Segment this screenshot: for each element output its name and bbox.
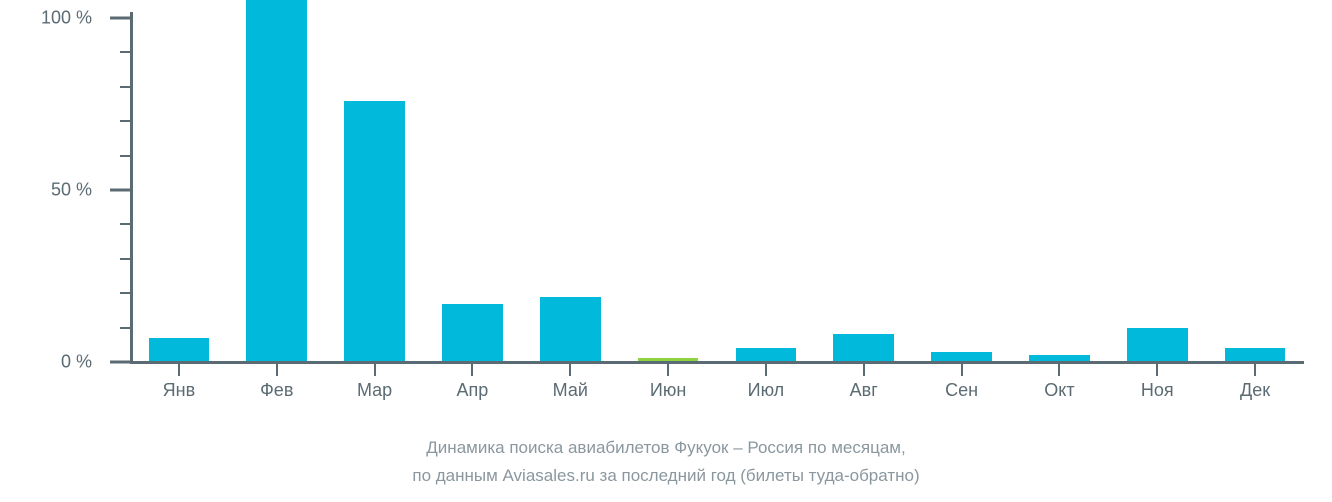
bar	[931, 352, 992, 361]
y-tick-minor	[120, 120, 130, 122]
x-tick	[178, 364, 180, 376]
x-axis-label: Мар	[357, 380, 392, 401]
x-axis-label: Янв	[163, 380, 196, 401]
y-tick-major	[110, 361, 130, 364]
x-axis-label: Сен	[945, 380, 978, 401]
bar	[833, 334, 894, 361]
x-tick	[961, 364, 963, 376]
x-tick	[276, 364, 278, 376]
bar	[736, 348, 797, 361]
bar	[1127, 328, 1188, 361]
y-tick-minor	[120, 155, 130, 157]
y-tick-minor	[120, 327, 130, 329]
y-tick-minor	[120, 292, 130, 294]
x-tick	[1058, 364, 1060, 376]
x-tick	[374, 364, 376, 376]
y-tick-minor	[120, 223, 130, 225]
x-axis-label: Фев	[260, 380, 293, 401]
x-axis-label: Май	[553, 380, 588, 401]
x-tick	[863, 364, 865, 376]
y-axis-label: 50 %	[22, 180, 92, 201]
x-tick	[1254, 364, 1256, 376]
x-axis-label: Июл	[748, 380, 785, 401]
x-tick	[765, 364, 767, 376]
bar	[246, 0, 307, 361]
bar	[638, 358, 699, 361]
y-tick-major	[110, 189, 130, 192]
chart-caption-line2: по данным Aviasales.ru за последний год …	[0, 466, 1332, 486]
x-axis-label: Окт	[1044, 380, 1074, 401]
x-axis-label: Авг	[850, 380, 878, 401]
y-tick-minor	[120, 51, 130, 53]
x-tick	[569, 364, 571, 376]
bar	[1029, 355, 1090, 361]
x-axis-label: Июн	[650, 380, 686, 401]
bar	[344, 101, 405, 361]
x-tick	[471, 364, 473, 376]
y-axis-label: 100 %	[22, 8, 92, 29]
x-axis-label: Апр	[457, 380, 489, 401]
x-axis-label: Ноя	[1141, 380, 1174, 401]
y-axis-line	[130, 12, 133, 362]
bar	[149, 338, 210, 361]
y-tick-minor	[120, 86, 130, 88]
bar	[540, 297, 601, 361]
x-axis-label: Дек	[1240, 380, 1270, 401]
x-tick	[667, 364, 669, 376]
y-axis-label: 0 %	[22, 352, 92, 373]
chart-container: 0 % 50 % 100 % Янв Фев Мар Апр Май Июн Июл Авг Сен…	[0, 0, 1332, 502]
x-tick	[1156, 364, 1158, 376]
bar	[1225, 348, 1286, 361]
y-tick-minor	[120, 258, 130, 260]
chart-caption-line1: Динамика поиска авиабилетов Фукуок – Рос…	[0, 438, 1332, 458]
y-tick-major	[110, 17, 130, 20]
bar	[442, 304, 503, 361]
x-axis-line	[130, 361, 1304, 364]
